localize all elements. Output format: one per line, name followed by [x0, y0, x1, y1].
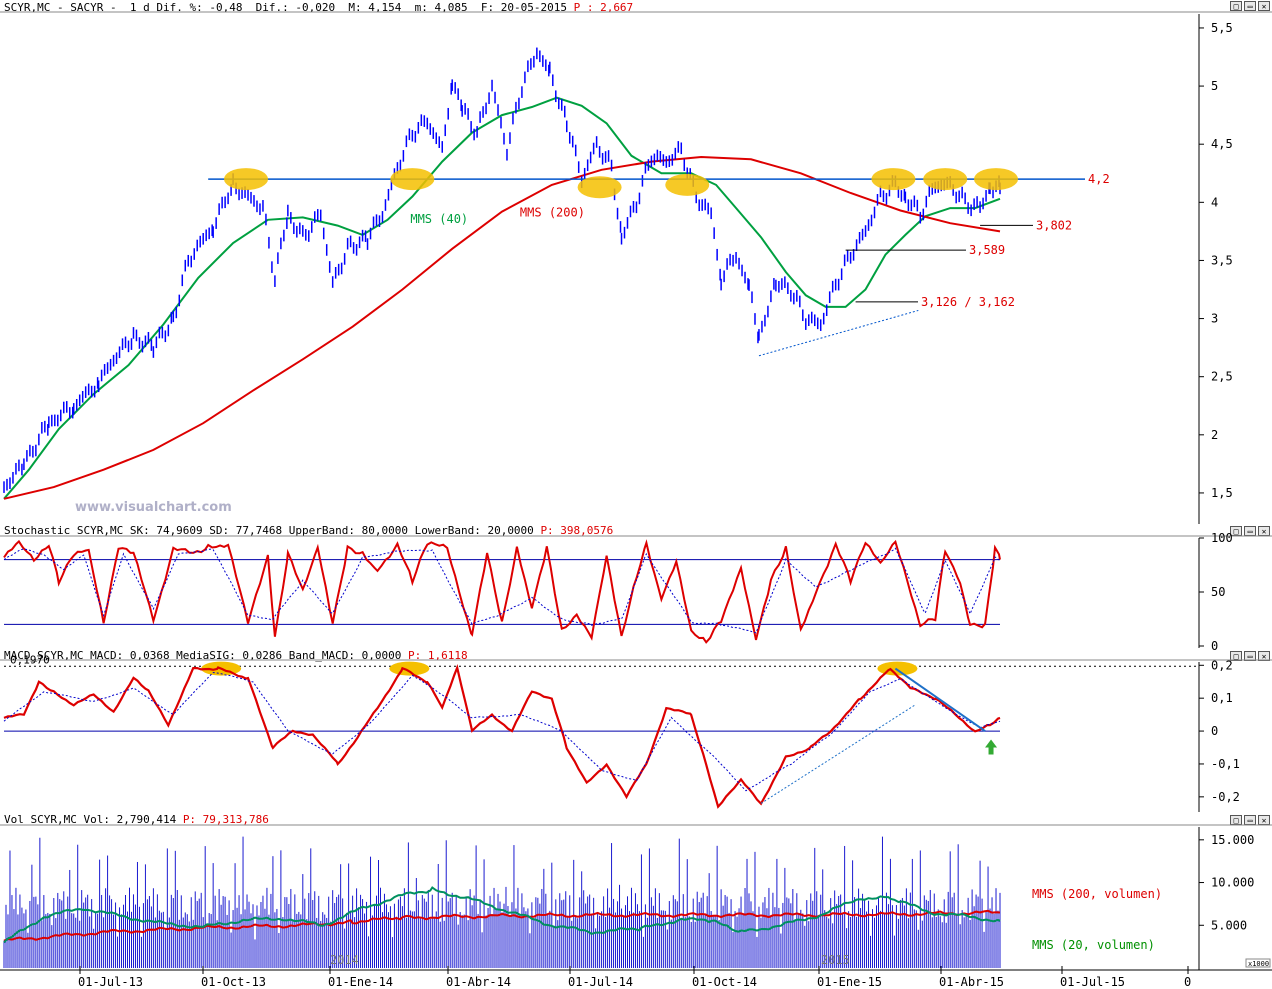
y-tick-label: 0,2 [1211, 658, 1233, 672]
highlight-ellipse [577, 176, 622, 199]
stochastic-values: Stochastic_SCYR,MC SK: 74,9609 SD: 77,74… [4, 524, 534, 537]
volume-unit-label: x1000 [1248, 960, 1269, 968]
mms200-line [3, 155, 1001, 500]
price-p-label: P : 2,667 [573, 1, 634, 14]
y-tick-label: -0,1 [1211, 757, 1240, 771]
series-label: MMS (40) [410, 212, 468, 226]
x-tick-label: 01-Jul-15 [1060, 975, 1125, 989]
y-tick-label: 1,5 [1211, 486, 1233, 500]
x-tick-label: 01-Ene-14 [328, 975, 393, 989]
highlight-ellipse [974, 168, 1019, 191]
y-tick-label: 5,5 [1211, 21, 1233, 35]
macd-max-label: 0,1970 [10, 653, 50, 666]
y-tick-label: 4,5 [1211, 137, 1233, 151]
year-label: 2014 [330, 953, 359, 967]
mms20-volume-label: MMS (20, volumen) [1032, 938, 1155, 952]
highlight-ellipse [389, 661, 430, 676]
macd-values: MACD_SCYR,MC MACD: 0,0368 MediaSIG: 0,02… [4, 649, 402, 662]
y-tick-label: 5 [1211, 79, 1218, 93]
volume-panel-header: Vol_SCYR,MC Vol: 2,790,414 P: 79,313,786 [4, 813, 269, 826]
year-label: 2015 [821, 953, 850, 967]
up-arrow-icon [985, 739, 998, 755]
y-tick-label: 4 [1211, 195, 1218, 209]
x-tick-label: 01-Jul-14 [568, 975, 633, 989]
y-tick-label: 50 [1211, 585, 1225, 599]
macd-up-trendline [760, 704, 916, 804]
unit-box [1245, 958, 1271, 968]
y-tick-label: 10.000 [1211, 876, 1254, 890]
price-interval: 1 d [129, 1, 150, 14]
x-tick-label: 01-Ene-15 [817, 975, 882, 989]
volume-values: Vol_SCYR,MC Vol: 2,790,414 [4, 813, 177, 826]
level-label: 3,802 [1036, 218, 1072, 232]
y-tick-label: 100 [1211, 531, 1233, 545]
mms20-volume-line [3, 909, 1001, 942]
resistance-label: 4,2 [1088, 172, 1110, 186]
y-tick-label: 15.000 [1211, 833, 1254, 847]
mms20-volume-line [3, 886, 1001, 944]
price-panel-header: SCYR,MC - SACYR - 1 d Dif. %: -0,48 Dif.… [4, 1, 633, 14]
highlight-ellipse [224, 168, 269, 191]
macd-signal-line [3, 671, 1001, 792]
y-tick-label: 0 [1211, 639, 1218, 653]
y-tick-label: 5.000 [1211, 918, 1247, 932]
price-ticker: SCYR,MC - SACYR - [4, 1, 117, 14]
minimize-icon[interactable]: ▭ [1244, 1, 1256, 11]
x-tick-label: 01-Jul-13 [78, 975, 143, 989]
sd-line [3, 547, 1001, 634]
macd-panel-header: MACD_SCYR,MC MACD: 0,0368 MediaSIG: 0,02… [4, 649, 468, 662]
series-label: MMS (200) [520, 205, 585, 219]
x-tick-label: 01-Abr-14 [446, 975, 511, 989]
y-tick-label: 2 [1211, 428, 1218, 442]
close-icon[interactable]: ✕ [1258, 1, 1270, 11]
support-trendline [758, 309, 919, 357]
price-stats: Dif. %: -0,48 Dif.: -0,020 M: 4,154 m: 4… [156, 1, 567, 14]
highlight-ellipse [877, 661, 918, 676]
mms40-line [3, 96, 1001, 500]
macd-line [3, 664, 1001, 809]
y-tick-label: 3,5 [1211, 253, 1233, 267]
watermark: www.visualchart.com [75, 500, 232, 515]
y-tick-label: 0 [1211, 724, 1218, 738]
stochastic-p-label: P: 398,0576 [540, 524, 614, 537]
x-tick-label: 01-Oct-14 [692, 975, 757, 989]
highlight-ellipse [390, 168, 435, 191]
highlight-ellipse [923, 168, 968, 191]
restore-icon[interactable]: □ [1230, 1, 1242, 11]
mms200-volume-label: MMS (200, volumen) [1032, 887, 1162, 901]
price-window-controls: □ ▭ ✕ [1230, 1, 1270, 11]
y-tick-label: 3 [1211, 312, 1218, 326]
highlight-ellipse [665, 173, 710, 196]
stochastic-panel-header: Stochastic_SCYR,MC SK: 74,9609 SD: 77,74… [4, 524, 613, 537]
macd-down-trendline [894, 667, 986, 732]
y-tick-label: 2,5 [1211, 370, 1233, 384]
y-tick-label: 0,1 [1211, 691, 1233, 705]
highlight-ellipse [871, 168, 916, 191]
x-tick-label: 01-Abr-15 [939, 975, 1004, 989]
level-label: 3,126 / 3,162 [921, 295, 1015, 309]
x-tick-label: 01-Oct-13 [201, 975, 266, 989]
y-tick-label: -0,2 [1211, 790, 1240, 804]
macd-p-label: P: 1,6118 [407, 649, 468, 662]
volume-p-label: P: 79,313,786 [182, 813, 269, 826]
level-label: 3,589 [969, 243, 1005, 257]
x-tick-label: 0 [1184, 975, 1191, 989]
sk-line [3, 539, 1001, 644]
